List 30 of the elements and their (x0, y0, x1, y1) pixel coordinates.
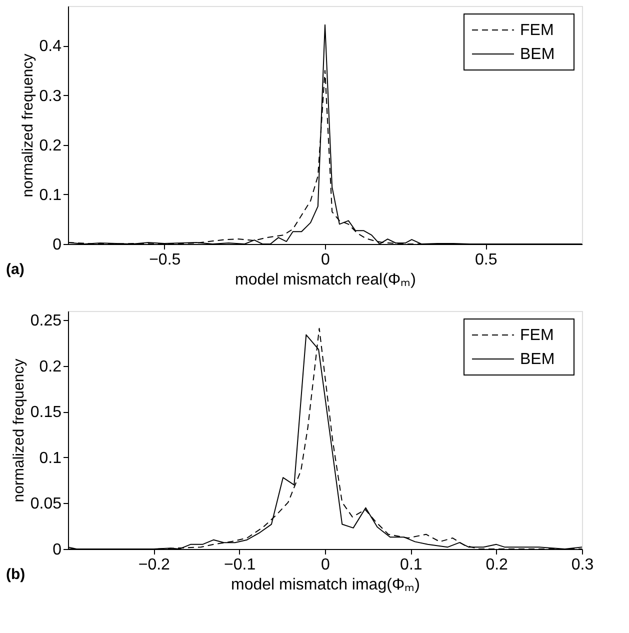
y-tick-label: 0 (52, 542, 62, 558)
y-tick-label: 0.05 (30, 496, 62, 513)
y-tick-label: 0.2 (39, 358, 62, 376)
x-tick-label: −0.1 (224, 556, 256, 574)
y-axis-title: normalized frequency (19, 53, 36, 198)
legend-label: FEM (520, 22, 554, 39)
text: (b) (6, 566, 26, 583)
x-tick-label: 0.1 (400, 556, 422, 574)
y-tick-label: 0.15 (30, 404, 62, 422)
y-tick-label: 0.3 (39, 88, 62, 105)
legend-label: BEM (520, 351, 555, 368)
y-tick-label: 0.1 (39, 450, 62, 467)
y-tick-label: 0.4 (39, 38, 62, 56)
x-tick-label: 0 (321, 252, 330, 268)
x-axis-title: model mismatch real(Φₘ) (234, 272, 416, 288)
x-tick-label: 0.3 (571, 556, 594, 574)
x-tick-label: −0.5 (149, 252, 181, 268)
text: (a) (6, 261, 24, 278)
y-axis-title: normalized frequency (10, 358, 28, 502)
legend-label: FEM (520, 327, 554, 344)
x-axis-title: model mismatch imag(Φₘ) (230, 576, 420, 594)
y-tick-label: 0.2 (39, 137, 62, 154)
legend-label: BEM (520, 46, 555, 63)
y-tick-label: 0 (52, 236, 62, 254)
x-tick-label: 0.5 (475, 252, 498, 268)
x-tick-label: 0 (321, 556, 330, 574)
y-tick-label: 0.1 (39, 186, 62, 204)
y-tick-label: 0.25 (30, 312, 62, 330)
x-tick-label: −0.2 (138, 556, 170, 574)
x-tick-label: 0.2 (486, 556, 508, 574)
